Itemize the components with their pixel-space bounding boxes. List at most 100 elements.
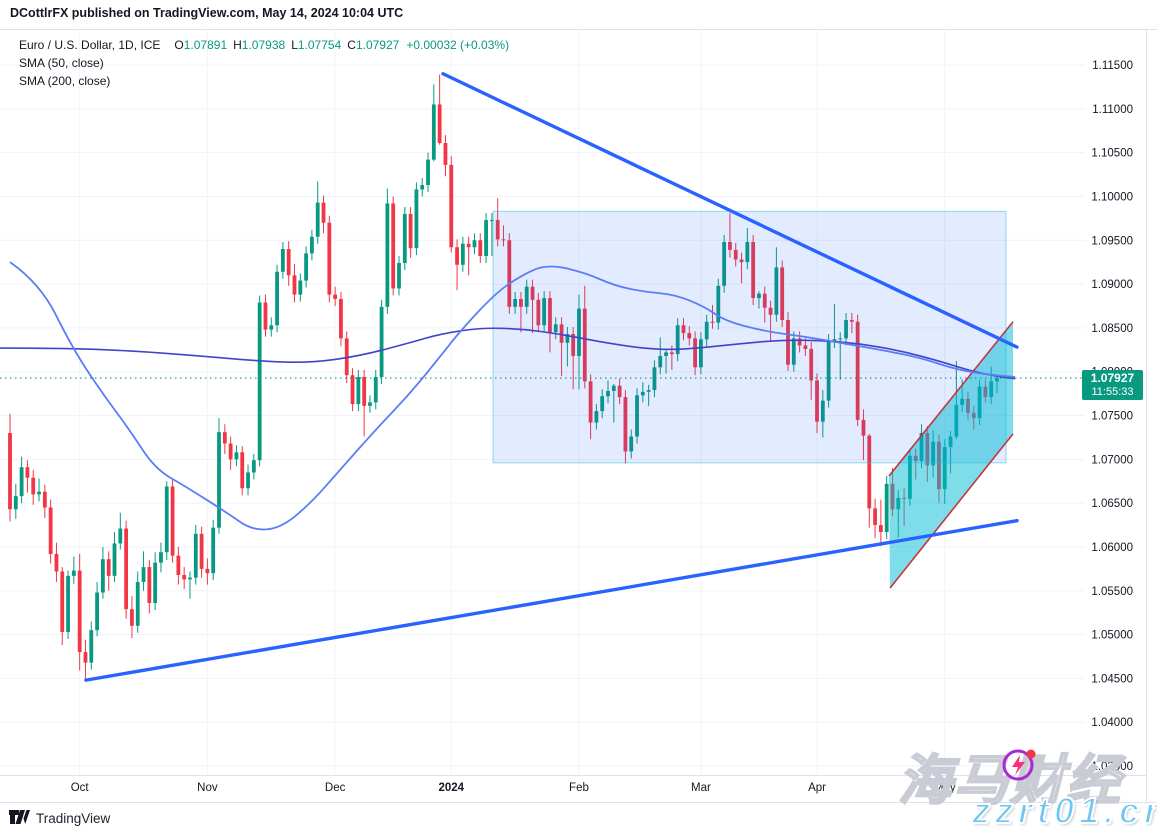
candle — [565, 326, 570, 367]
candle — [159, 542, 163, 573]
candle-body — [339, 298, 343, 339]
candle — [228, 436, 233, 470]
candle — [594, 404, 599, 430]
candle — [664, 348, 668, 374]
candle-body — [217, 432, 221, 528]
candle-body — [669, 352, 674, 355]
candle-body — [640, 391, 645, 396]
candle — [350, 368, 355, 412]
candle-body — [275, 271, 279, 326]
candle-body — [838, 338, 843, 340]
indicator-row-sma50[interactable]: SMA (50, close) — [19, 54, 509, 72]
candle-body — [397, 263, 401, 289]
candle-body — [420, 185, 425, 190]
candle — [791, 331, 796, 372]
candle — [13, 483, 18, 519]
candle — [548, 291, 552, 353]
candle-body — [83, 652, 88, 663]
candle-body — [884, 483, 889, 533]
candle — [600, 389, 605, 419]
candle — [437, 74, 442, 145]
candle — [797, 331, 802, 353]
candle-body — [455, 247, 459, 265]
candle — [460, 236, 465, 272]
candle-series — [8, 74, 999, 681]
candle-body — [489, 220, 494, 222]
low-label: L — [291, 38, 298, 52]
channel-upper-line[interactable] — [888, 321, 1014, 477]
candle — [611, 383, 616, 423]
price-scale[interactable] — [1086, 30, 1146, 775]
price-axis-label: 1.11000 — [1092, 104, 1133, 116]
candle-body — [606, 390, 610, 397]
candle — [199, 526, 204, 578]
indicator-sma200-label: SMA (200, close) — [19, 74, 111, 88]
candle-body — [240, 452, 245, 489]
candle — [170, 479, 175, 563]
candle — [489, 213, 494, 257]
published-caption: DCottlrFX published on TradingView.com, … — [10, 6, 404, 20]
candle — [257, 295, 262, 467]
sma50-line[interactable] — [9, 261, 1016, 531]
candle — [472, 233, 477, 255]
price-axis-label: 1.11500 — [1092, 60, 1133, 72]
candle-body — [664, 352, 668, 356]
channel-drawing[interactable] — [889, 321, 1013, 589]
candle-body — [362, 376, 367, 406]
low-value: 1.07754 — [297, 38, 342, 52]
sma200-line[interactable] — [0, 327, 1016, 380]
candle-body — [124, 528, 129, 610]
candle-body — [844, 319, 848, 339]
candle-body — [652, 367, 657, 391]
candle — [182, 567, 187, 589]
candle — [292, 263, 297, 303]
tradingview-logo[interactable]: TradingView — [9, 809, 110, 827]
candle-body — [728, 242, 732, 250]
candle — [275, 264, 279, 333]
candle — [762, 286, 767, 323]
candle — [19, 456, 24, 504]
candle-body — [774, 267, 779, 315]
candle — [89, 621, 94, 670]
candle — [542, 291, 547, 333]
time-axis-label: Apr — [808, 782, 826, 794]
candle-body — [37, 491, 41, 495]
candle — [95, 581, 99, 637]
symbol-title[interactable]: Euro / U.S. Dollar, 1D, ICE — [19, 38, 161, 52]
candle — [524, 279, 529, 314]
candle-body — [553, 324, 558, 333]
candle-body — [757, 293, 761, 299]
candle — [42, 484, 47, 519]
candle-body — [77, 570, 82, 653]
candle-body — [286, 249, 291, 276]
time-axis-label: Feb — [569, 782, 589, 794]
price-axis-label: 1.06000 — [1091, 542, 1133, 554]
candle-body — [431, 104, 436, 160]
candle-body — [815, 380, 819, 422]
indicator-row-sma200[interactable]: SMA (200, close) — [19, 72, 509, 90]
candle-body — [159, 552, 163, 563]
high-label: H — [233, 38, 242, 52]
candle — [298, 273, 303, 302]
candle-body — [315, 202, 320, 237]
candle-body — [269, 325, 274, 330]
bar-countdown: 11:55:33 — [1091, 386, 1134, 398]
candle-body — [542, 298, 547, 326]
gridlines — [0, 30, 1085, 775]
candle-body — [635, 395, 639, 437]
descending-trendline[interactable] — [441, 72, 1019, 349]
candle-body — [751, 242, 756, 299]
candle-body — [803, 345, 808, 349]
candle — [815, 373, 819, 434]
candle — [710, 305, 715, 329]
candle — [153, 552, 158, 611]
candle-body — [31, 477, 36, 495]
ascending-trendline[interactable] — [84, 518, 1019, 682]
candle-body — [687, 333, 692, 339]
candle — [675, 318, 680, 362]
candle — [368, 395, 372, 413]
indicator-sma50-label: SMA (50, close) — [19, 56, 104, 70]
channel-lower-line[interactable] — [889, 433, 1014, 589]
candle — [147, 560, 152, 614]
